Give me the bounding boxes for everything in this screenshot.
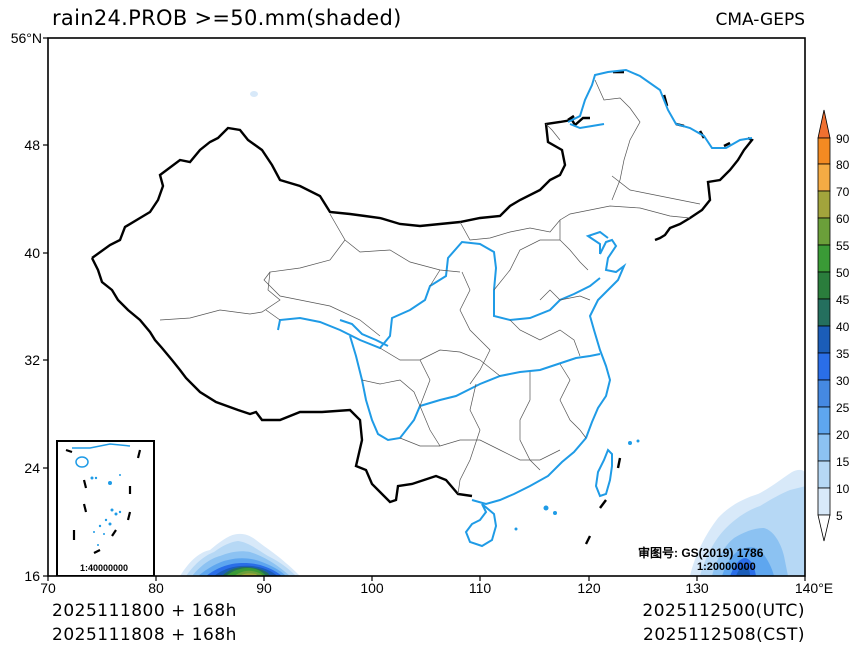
main-map-scale: 1:20000000 [697,561,756,573]
south-china-sea-dashes [584,457,622,545]
national-border-ne [654,136,754,242]
rivers-and-coastline [277,68,753,548]
colorbar-label-10: 10 [836,482,850,496]
colorbar-label-50: 50 [836,266,850,280]
colorbar-label-40: 40 [836,320,850,334]
south-china-sea-inset [56,440,155,576]
probability-shading-east [690,469,805,576]
lon-label-80: 80 [148,580,164,596]
colorbar-label-5: 5 [836,509,843,523]
national-border-sw [90,257,473,504]
lon-label-70: 70 [40,580,56,596]
lat-label-40: 40 [24,245,40,261]
colorbar-label-90: 90 [836,132,850,146]
colorbar-label-80: 80 [836,158,850,172]
colorbar-label-15: 15 [836,455,850,469]
inset-map-scale: 1:40000000 [80,563,129,573]
model-source-label: CMA-GEPS [715,10,805,30]
colorbar [817,109,831,542]
map-approval-number: 审图号: GS(2019) 1786 [638,546,764,560]
lon-label-120: 120 [577,580,601,596]
colorbar-label-30: 30 [836,374,850,388]
lon-label-90: 90 [256,580,272,596]
colorbar-label-55: 55 [836,239,850,253]
lat-label-56: 56°N [10,30,42,46]
probability-shading-west [180,533,300,576]
lon-label-130: 130 [685,580,709,596]
colorbar-label-70: 70 [836,185,850,199]
province-borders [159,79,701,495]
lat-label-16: 16 [24,568,40,584]
map-frame [47,37,806,577]
valid-time-utc: 2025112500(UTC) [642,601,805,621]
lon-label-100: 100 [360,580,384,596]
national-border [91,116,590,259]
lon-ticks [47,576,806,581]
islands [514,439,640,531]
valid-time-cst: 2025112508(CST) [643,625,805,645]
colorbar-label-60: 60 [836,212,850,226]
colorbar-label-20: 20 [836,428,850,442]
probability-shading-north [250,91,258,97]
colorbar-label-25: 25 [836,401,850,415]
lat-label-32: 32 [24,352,40,368]
chart-title: rain24.PROB >=50.mm(shaded) [52,6,402,30]
init-time-utc: 2025111800 + 168h [52,601,237,621]
lat-label-24: 24 [24,460,40,476]
lat-label-48: 48 [24,137,40,153]
lat-ticks [43,37,48,577]
lon-label-110: 110 [468,580,492,596]
lon-label-140: 140°E [794,580,834,596]
colorbar-label-45: 45 [836,293,850,307]
init-time-cst: 2025111808 + 168h [52,625,237,645]
colorbar-label-35: 35 [836,347,850,361]
